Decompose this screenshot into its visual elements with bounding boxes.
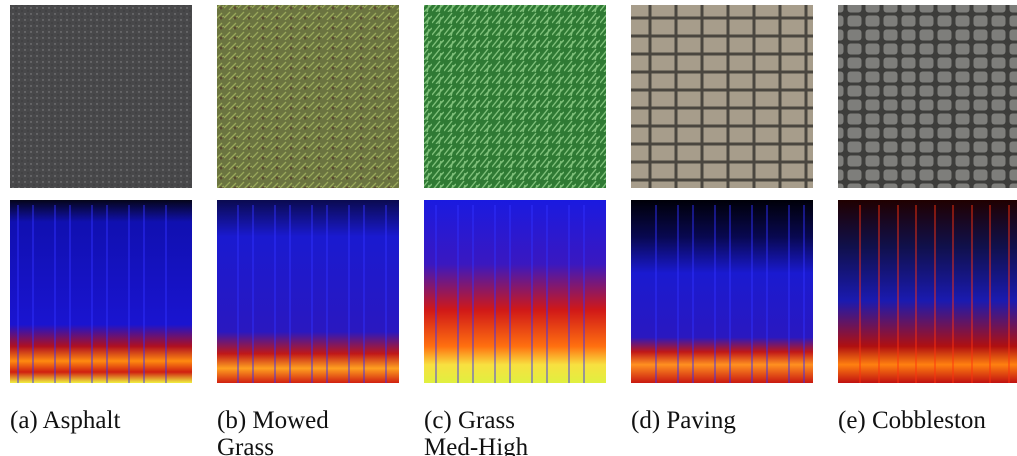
texture-photo [424, 5, 606, 188]
texture-photo [631, 5, 813, 188]
texture-photo [10, 5, 192, 188]
spectrogram [424, 200, 606, 383]
caption: Med-High [424, 434, 529, 456]
caption: (c) Grass [424, 407, 515, 434]
texture-photo [217, 5, 399, 188]
caption: Grass [217, 434, 274, 456]
spectrogram [10, 200, 192, 383]
spectrogram [217, 200, 399, 383]
texture-photo [838, 5, 1017, 188]
caption: (e) Cobbleston [838, 407, 986, 434]
caption: (d) Paving [631, 407, 736, 434]
caption: (b) Mowed [217, 407, 329, 434]
caption: (a) Asphalt [10, 407, 120, 434]
spectrogram [631, 200, 813, 383]
spectrogram [838, 200, 1017, 383]
